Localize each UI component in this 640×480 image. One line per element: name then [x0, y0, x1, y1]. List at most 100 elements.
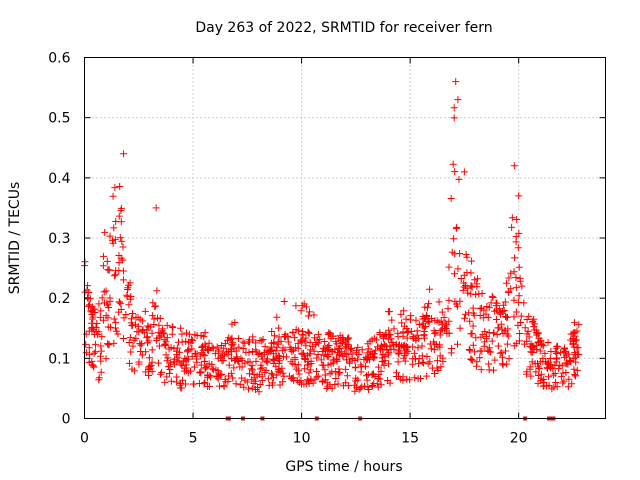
data-point	[176, 381, 184, 389]
data-point	[571, 371, 579, 379]
data-point	[200, 380, 208, 388]
data-point	[535, 364, 543, 372]
data-point	[235, 343, 243, 351]
data-point	[95, 300, 103, 308]
data-point	[475, 290, 483, 298]
data-point	[89, 323, 97, 331]
data-point	[370, 370, 378, 378]
data-point	[573, 366, 581, 374]
data-point	[471, 348, 479, 356]
y-tick-label: 0.5	[48, 111, 70, 127]
data-point	[116, 234, 124, 242]
data-point	[111, 184, 119, 192]
data-point	[208, 365, 216, 373]
data-point	[276, 381, 284, 389]
data-point	[108, 237, 116, 245]
data-point	[174, 353, 182, 361]
data-point	[492, 299, 500, 307]
data-point	[227, 345, 235, 353]
data-point	[246, 370, 254, 378]
data-point	[420, 359, 428, 367]
data-point	[487, 348, 495, 356]
data-point	[185, 330, 193, 338]
data-point	[421, 303, 429, 311]
data-point	[532, 329, 540, 337]
data-point	[555, 365, 563, 373]
data-point	[310, 311, 318, 319]
data-point	[418, 342, 426, 350]
data-point	[470, 311, 478, 319]
data-point	[125, 359, 133, 367]
data-point	[437, 363, 445, 371]
data-point	[115, 259, 123, 267]
data-point	[320, 338, 328, 346]
data-point	[515, 292, 523, 300]
data-point	[498, 353, 506, 361]
data-point	[270, 340, 278, 348]
data-point	[232, 356, 240, 364]
data-point	[493, 331, 501, 339]
data-point	[439, 358, 447, 366]
data-point	[197, 361, 205, 369]
data-point	[384, 308, 392, 316]
data-point	[442, 325, 450, 333]
data-point	[357, 368, 365, 376]
data-point	[449, 160, 457, 168]
data-point	[438, 308, 446, 316]
data-point	[494, 324, 502, 332]
data-point	[236, 363, 244, 371]
data-point	[520, 340, 528, 348]
data-point	[432, 329, 440, 337]
x-tick-label: 10	[293, 431, 311, 447]
data-point	[450, 235, 458, 243]
data-point	[301, 337, 309, 345]
data-point	[97, 342, 105, 350]
data-point	[515, 263, 523, 271]
data-point	[328, 384, 336, 392]
data-point	[301, 365, 309, 373]
data-point	[510, 162, 518, 170]
data-point	[534, 379, 542, 387]
data-point	[161, 378, 169, 386]
data-point	[378, 358, 386, 366]
data-point	[297, 307, 305, 315]
data-point	[119, 243, 127, 251]
data-point	[549, 371, 557, 379]
data-point	[456, 250, 464, 258]
data-point	[90, 363, 98, 371]
data-point	[480, 342, 488, 350]
data-point	[467, 355, 475, 363]
data-point	[324, 383, 332, 391]
data-point	[118, 237, 126, 245]
data-point	[315, 339, 323, 347]
data-point	[216, 371, 224, 379]
data-point	[273, 343, 281, 351]
data-point	[106, 323, 114, 331]
data-point	[290, 334, 298, 342]
data-point	[86, 301, 94, 309]
data-point	[351, 357, 359, 365]
data-point	[512, 284, 520, 292]
data-point	[250, 374, 258, 382]
data-point	[489, 294, 497, 302]
data-point	[225, 361, 233, 369]
data-point	[152, 302, 160, 310]
data-point	[229, 340, 237, 348]
data-point	[135, 358, 143, 366]
data-point	[528, 358, 536, 366]
data-point	[369, 350, 377, 358]
data-point	[228, 334, 236, 342]
data-point	[400, 343, 408, 351]
data-point	[318, 361, 326, 369]
data-point	[480, 314, 488, 322]
data-point	[461, 314, 469, 322]
data-point	[289, 328, 297, 336]
data-point	[409, 355, 417, 363]
data-point	[394, 349, 402, 357]
data-point	[188, 345, 196, 353]
data-point	[523, 370, 531, 378]
y-tick-label: 0.3	[48, 231, 70, 247]
data-point	[143, 333, 151, 341]
data-point	[499, 361, 507, 369]
data-point	[157, 370, 165, 378]
